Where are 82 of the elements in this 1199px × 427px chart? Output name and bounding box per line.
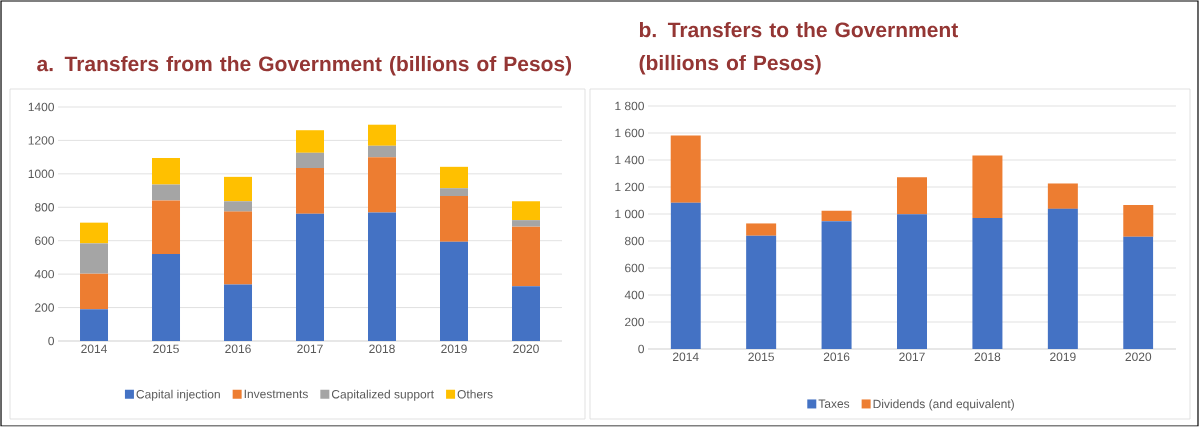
- x-tick-label: 2016: [823, 352, 850, 362]
- bar: [152, 157, 181, 185]
- x-tick-label: 2019: [1050, 352, 1076, 362]
- bar: [897, 214, 927, 349]
- y-tick-label: 400: [34, 269, 55, 279]
- y-tick-label: 1000: [28, 169, 55, 179]
- x-tick-label: 2017: [899, 352, 925, 362]
- bar: [296, 168, 325, 214]
- y-tick-label: 0: [48, 336, 55, 346]
- y-tick-label: 1 800: [615, 101, 644, 111]
- bar: [821, 210, 852, 222]
- y-tick-label: 800: [34, 203, 55, 212]
- bar: [224, 176, 253, 202]
- bar: [152, 184, 181, 201]
- bar: [1047, 183, 1078, 209]
- y-tick-label: 1200: [28, 136, 55, 145]
- x-tick-label: 2020: [1125, 352, 1152, 362]
- bar: [972, 155, 1003, 219]
- bar: [670, 202, 701, 349]
- bar: [368, 157, 396, 213]
- chart-title: a. Transfers from the Government (billions of Pesos): [37, 55, 572, 76]
- bar: [821, 221, 852, 349]
- bar: [1123, 236, 1154, 349]
- y-tick-label: 400: [624, 290, 645, 300]
- bar: [512, 226, 540, 287]
- bar: [746, 223, 777, 236]
- bar: [152, 254, 181, 341]
- x-tick-label: 2018: [369, 344, 395, 354]
- bar: [512, 286, 540, 341]
- bar: [440, 241, 468, 341]
- bar: [224, 211, 253, 285]
- x-tick-label: 2014: [81, 344, 107, 354]
- legend-label: Dividends (and equivalent): [873, 399, 1014, 411]
- x-tick-label: 2018: [974, 352, 1001, 362]
- bar: [80, 309, 109, 341]
- x-tick-label: 2016: [225, 344, 251, 354]
- bar: [1123, 204, 1154, 237]
- bar: [972, 218, 1003, 349]
- y-tick-label: 600: [625, 263, 645, 273]
- x-tick-label: 2015: [748, 352, 774, 362]
- bar: [368, 212, 396, 341]
- bar: [152, 200, 181, 255]
- bar: [440, 196, 468, 242]
- bar: [224, 284, 253, 341]
- bar: [296, 130, 325, 153]
- x-tick-label: 2015: [153, 344, 179, 354]
- bar: [368, 124, 396, 146]
- legend-label: Capitalized support: [331, 389, 434, 401]
- y-tick-label: 800: [624, 236, 645, 246]
- y-tick-label: 200: [625, 317, 645, 327]
- x-tick-label: 2017: [297, 344, 323, 354]
- x-tick-label: 2014: [672, 352, 699, 362]
- y-tick-label: 1 000: [615, 209, 644, 219]
- bar: [296, 213, 325, 341]
- bar: [670, 135, 701, 203]
- y-tick-label: 200: [35, 303, 55, 312]
- legend-label: Taxes: [818, 399, 850, 408]
- y-tick-label: 1 600: [615, 128, 644, 138]
- bar: [897, 177, 927, 215]
- y-tick-label: 1400: [28, 102, 55, 112]
- bar: [368, 145, 396, 158]
- bar: [512, 201, 540, 221]
- bar: [80, 222, 109, 244]
- bar: [440, 166, 468, 189]
- x-tick-label: 2019: [441, 344, 467, 354]
- bar: [746, 235, 777, 349]
- y-tick-label: 0: [638, 344, 645, 354]
- bar: [80, 273, 109, 310]
- legend-label: Others: [457, 389, 493, 399]
- y-tick-label: 1 400: [615, 155, 644, 165]
- y-tick-label: 600: [35, 236, 55, 245]
- bar: [296, 152, 325, 168]
- bar: [80, 243, 109, 274]
- legend-label: Capital injection: [136, 389, 220, 401]
- legend-label: Investments: [244, 389, 308, 399]
- bar: [512, 220, 540, 227]
- chart-title: b. Transfers to the Government (billions of Pesos): [639, 21, 958, 75]
- x-tick-label: 2020: [513, 344, 539, 354]
- y-tick-label: 1 200: [615, 182, 644, 192]
- bar: [1047, 208, 1078, 349]
- bar: [440, 188, 468, 197]
- bar: [224, 201, 253, 212]
